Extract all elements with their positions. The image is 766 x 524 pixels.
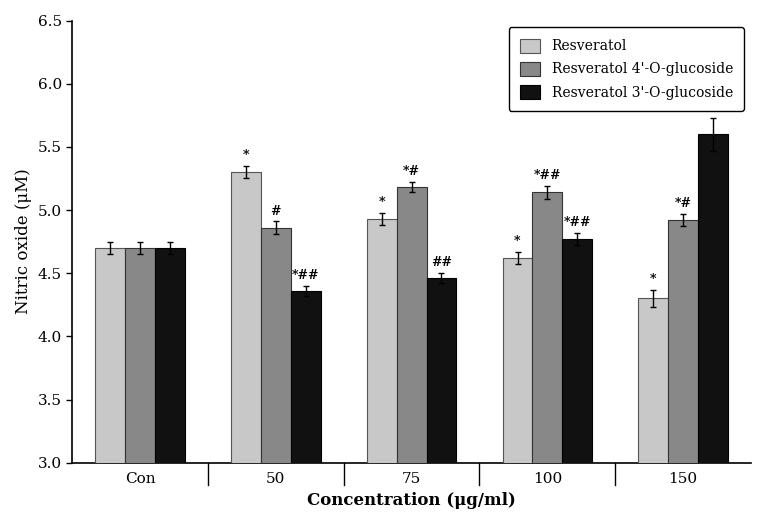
Text: *#: *# (675, 197, 692, 210)
X-axis label: Concentration (μg/ml): Concentration (μg/ml) (307, 492, 516, 509)
Text: *: * (650, 273, 656, 286)
Bar (291, 291, 321, 524)
Bar (397, 187, 427, 524)
Text: *: * (514, 235, 521, 248)
Text: #: # (270, 204, 281, 217)
Bar (638, 299, 668, 524)
Bar (562, 239, 592, 524)
Bar (698, 134, 728, 524)
Text: *##: *## (699, 101, 727, 114)
Text: ##: ## (431, 256, 452, 269)
Text: *##: *## (564, 216, 591, 229)
Bar (532, 192, 562, 524)
Y-axis label: Nitric oxide (μM): Nitric oxide (μM) (15, 169, 32, 314)
Legend: Resveratol, Resveratol 4'-O-glucoside, Resveratol 3'-O-glucoside: Resveratol, Resveratol 4'-O-glucoside, R… (509, 27, 744, 111)
Text: *#: *# (403, 166, 420, 179)
Text: *##: *## (292, 269, 319, 282)
Text: *##: *## (534, 169, 561, 182)
Text: *: * (243, 149, 249, 162)
Bar (95, 248, 125, 524)
Bar (261, 228, 291, 524)
Bar (502, 258, 532, 524)
Bar (668, 220, 698, 524)
Bar (427, 278, 457, 524)
Bar (125, 248, 155, 524)
Bar (155, 248, 185, 524)
Bar (367, 219, 397, 524)
Text: *: * (378, 196, 385, 209)
Bar (231, 172, 261, 524)
